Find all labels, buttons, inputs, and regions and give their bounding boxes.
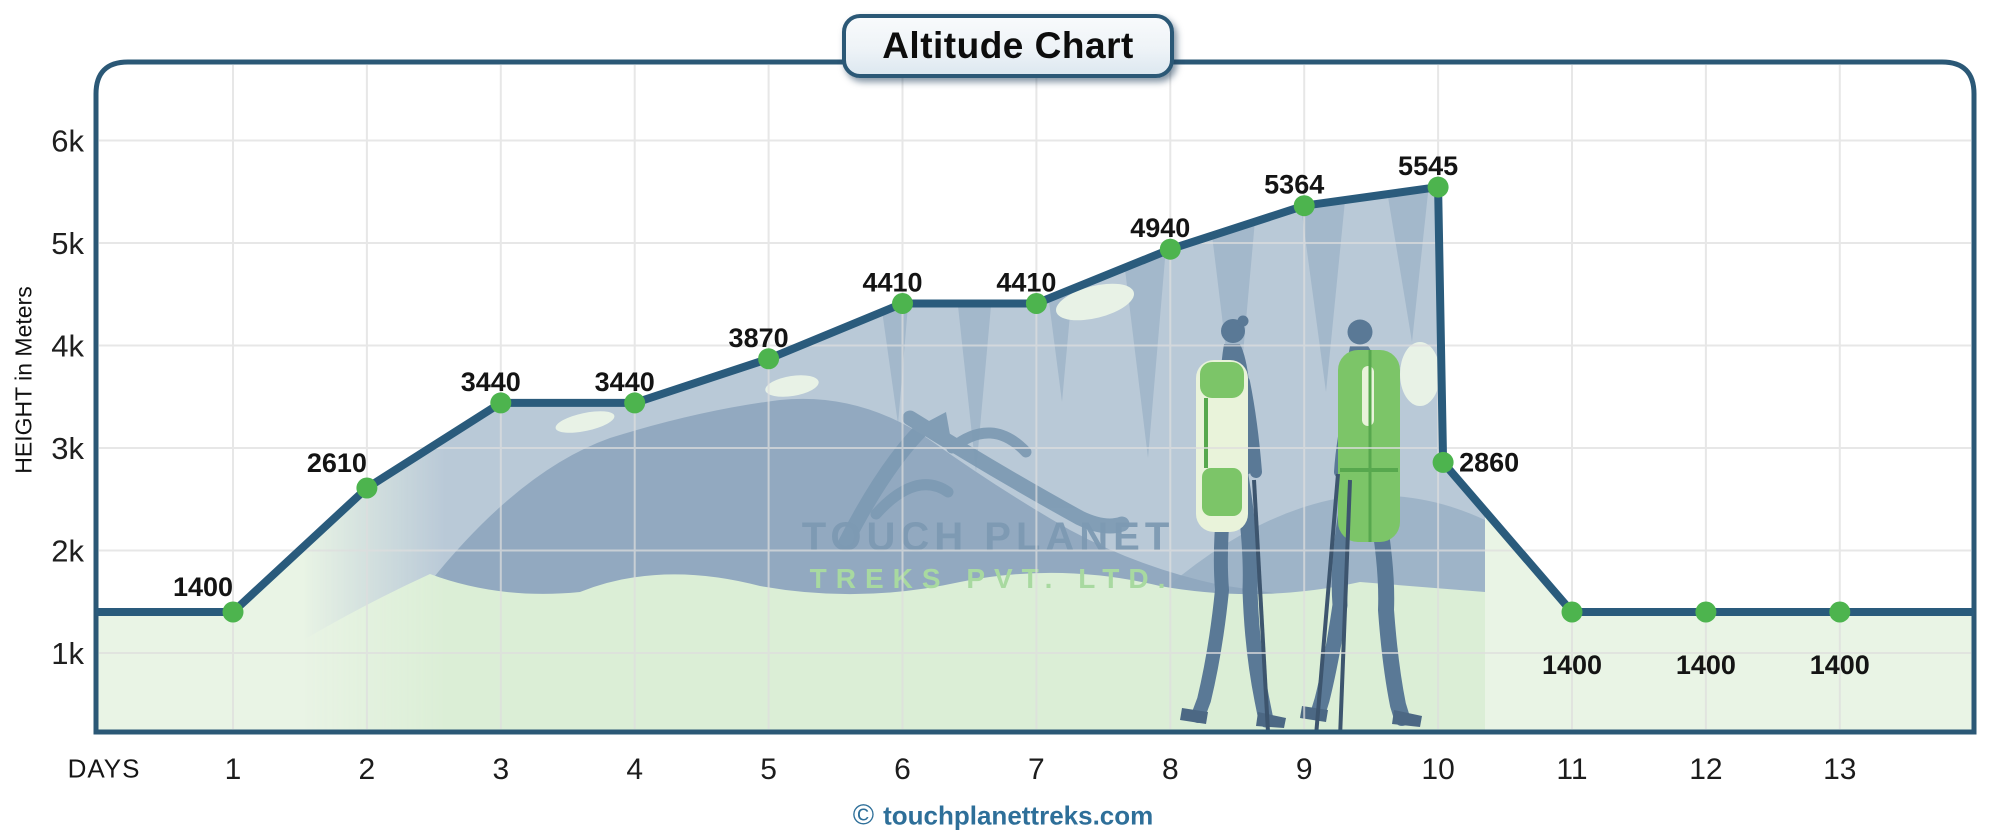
- y-axis-tick-label: 4k: [51, 329, 84, 364]
- y-axis-tick-label: 3k: [51, 431, 84, 466]
- y-axis-tick-label: 5k: [51, 226, 84, 261]
- trekker-right: [1300, 319, 1422, 733]
- data-point-dot: [1025, 293, 1047, 314]
- x-axis-day-label: 11: [1556, 753, 1587, 786]
- x-axis-day-label: 7: [1028, 753, 1045, 786]
- x-axis-day-label: 9: [1296, 753, 1313, 786]
- data-point-dots: [222, 176, 1851, 623]
- watermark-company-suffix: TREKS PVT. LTD.: [810, 563, 1175, 594]
- x-axis-day-label: 3: [492, 753, 509, 786]
- footer-website: touchplanettreks.com: [883, 800, 1154, 831]
- y-axis-tick-label: 2k: [51, 534, 84, 569]
- data-point-dot: [624, 392, 646, 414]
- data-point-dot: [758, 348, 780, 370]
- trekker-left: [1180, 315, 1286, 733]
- x-axis-day-label: 10: [1421, 753, 1454, 786]
- y-axis-title: HEIGHT in Meters: [10, 286, 37, 474]
- data-point-label: 4410: [996, 268, 1056, 298]
- y-axis-tick-label: 1k: [51, 636, 84, 671]
- data-point-label: 4410: [862, 268, 922, 298]
- data-point-label: 3440: [595, 367, 655, 397]
- data-point-dot: [1427, 176, 1449, 198]
- data-point-dot: [1695, 601, 1717, 623]
- x-axis-day-label: 6: [894, 753, 911, 786]
- data-point-label: 5545: [1398, 151, 1458, 181]
- y-axis-tick-label: 6k: [51, 124, 84, 159]
- data-point-dot: [356, 477, 378, 499]
- data-point-labels: 1400 2610 3440 3440 3870 4410 4410 4940 5364 5545…: [173, 151, 1870, 680]
- x-axis-title: DAYS: [67, 753, 141, 784]
- mountain-trekkers-illustration: TOUCH PLANET TREKS PVT. LTD.: [290, 187, 1485, 733]
- data-point-dot: [1293, 195, 1315, 217]
- data-point-label: 4940: [1130, 213, 1190, 243]
- data-point-label: 5364: [1264, 170, 1324, 200]
- footer-credit: © touchplanettreks.com: [853, 801, 1154, 832]
- chart-frame-border: [93, 59, 1977, 735]
- data-point-dot: [1561, 601, 1583, 623]
- data-point-label: 2860: [1459, 447, 1519, 477]
- x-axis-day-label: 5: [760, 753, 777, 786]
- data-point-label: 3440: [461, 367, 521, 397]
- x-axis-day-label: 8: [1162, 753, 1179, 786]
- chart-title-box: Altitude Chart: [842, 14, 1174, 78]
- data-point-dot: [490, 392, 512, 414]
- x-axis-day-label: 4: [626, 753, 643, 786]
- data-point-dot: [1432, 451, 1454, 473]
- chart-title: Altitude Chart: [882, 25, 1134, 66]
- altitude-line: [96, 183, 1974, 616]
- data-point-label: 1400: [1542, 650, 1602, 680]
- watermark-company-name: TOUCH PLANET: [802, 515, 1175, 559]
- data-point-dot: [222, 601, 244, 623]
- x-axis-day-labels: 1 2 3 4 5 6 7 8 9 10 11 12 13: [225, 753, 1857, 786]
- watermark-logo-mountain: [838, 410, 1130, 550]
- x-axis-day-label: 2: [359, 753, 376, 786]
- data-point-label: 2610: [307, 448, 367, 478]
- data-point-label: 3870: [729, 323, 789, 353]
- snow-patches: [555, 283, 1440, 433]
- x-axis-day-label: 12: [1689, 753, 1722, 786]
- data-point-dot: [892, 293, 913, 314]
- data-point-label: 1400: [173, 572, 233, 602]
- x-axis-day-label: 1: [225, 753, 242, 786]
- data-point-label: 1400: [1676, 650, 1736, 680]
- data-point-label: 1400: [1810, 650, 1870, 680]
- data-point-dot: [1159, 238, 1181, 260]
- x-axis-day-label: 13: [1823, 753, 1856, 786]
- y-axis-tick-labels: 1k 2k 3k 4k 5k 6k: [51, 124, 84, 672]
- copyright-icon: ©: [852, 799, 875, 832]
- data-point-dot: [1829, 601, 1851, 623]
